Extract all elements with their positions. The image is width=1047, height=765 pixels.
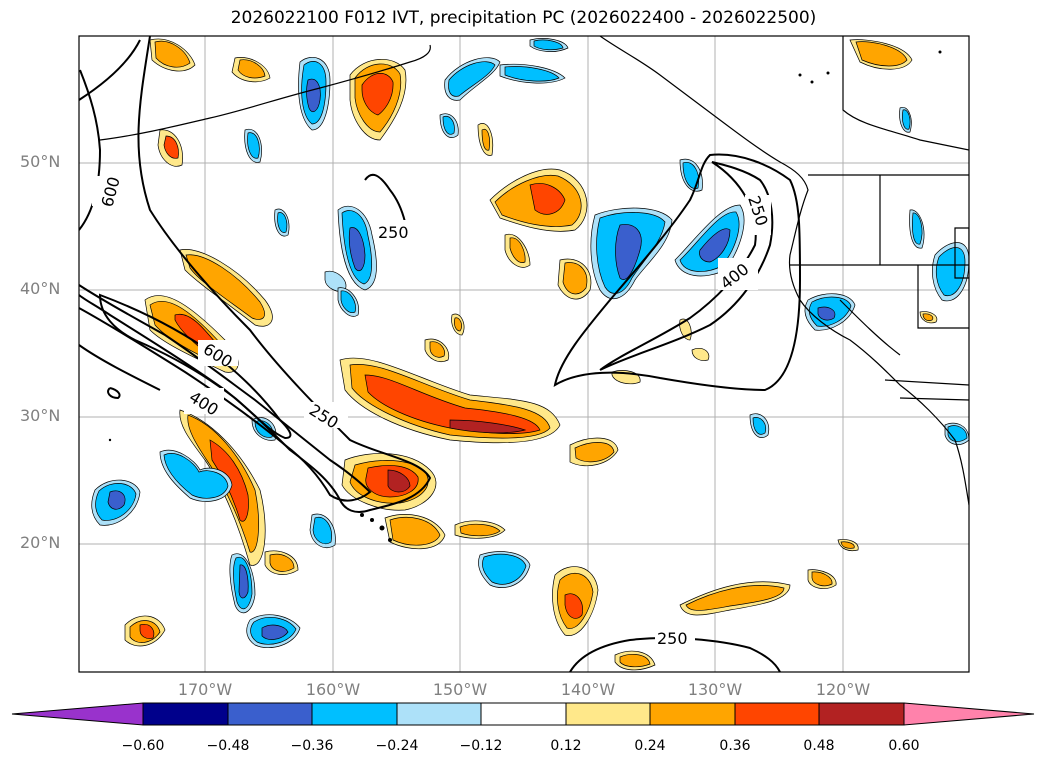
colorbar-bin: [311, 702, 398, 726]
colorbar-extend-high: [903, 702, 1035, 726]
contour-label-250-alaska: 250: [378, 223, 409, 242]
colorbar-tick: 0.24: [634, 738, 666, 754]
lat-label-50n: 50°N: [20, 152, 61, 171]
contour-250-alaska: [364, 173, 406, 223]
lon-label-150w: 150°W: [432, 680, 488, 699]
colorbar-bin: [818, 702, 905, 726]
colorbar-tick: −0.48: [206, 738, 250, 754]
contour-label-250-south: 250: [657, 629, 688, 648]
colorbar-bin: [227, 702, 313, 726]
contour-400-east: [599, 161, 774, 371]
colorbar-tick: −0.60: [121, 738, 165, 754]
contour-labels: 600 250 600 400 250 250 400 250: [92, 175, 772, 648]
lat-label-30n: 30°N: [20, 406, 61, 425]
lat-label-40n: 40°N: [20, 279, 61, 298]
lon-label-120w: 120°W: [815, 680, 871, 699]
map-title: 2026022100 F012 IVT, precipitation PC (2…: [230, 8, 817, 28]
lon-label-170w: 170°W: [177, 680, 233, 699]
colorbar-tick: 0.36: [719, 738, 751, 754]
colorbar-bin: [649, 702, 736, 726]
lon-label-130w: 130°W: [687, 680, 743, 699]
colorbar-bin: [142, 702, 229, 726]
contour-250-east: [553, 153, 802, 392]
gridlines: [79, 36, 969, 672]
islands: [108, 50, 942, 542]
colorbar-bin: [565, 702, 651, 726]
colorbar-bin: [480, 702, 567, 726]
colorbar-extend-low: [11, 702, 144, 726]
colorbar-tick: −0.36: [290, 738, 334, 754]
colorbar: [11, 702, 1035, 726]
colorbar-tick: −0.24: [375, 738, 419, 754]
lon-label-160w: 160°W: [305, 680, 361, 699]
lon-label-140w: 140°W: [560, 680, 616, 699]
map-frame: [78, 35, 970, 673]
colorbar-bin: [396, 702, 482, 726]
coastlines: [99, 36, 969, 506]
contour-400-west: [79, 284, 372, 502]
colorbar-tick: 0.48: [803, 738, 835, 754]
colorbar-tick: 0.60: [888, 738, 920, 754]
lat-label-20n: 20°N: [20, 533, 61, 552]
colorbar-tick: 0.12: [550, 738, 582, 754]
colorbar-bin: [734, 702, 820, 726]
colorbar-tick: −0.12: [459, 738, 503, 754]
